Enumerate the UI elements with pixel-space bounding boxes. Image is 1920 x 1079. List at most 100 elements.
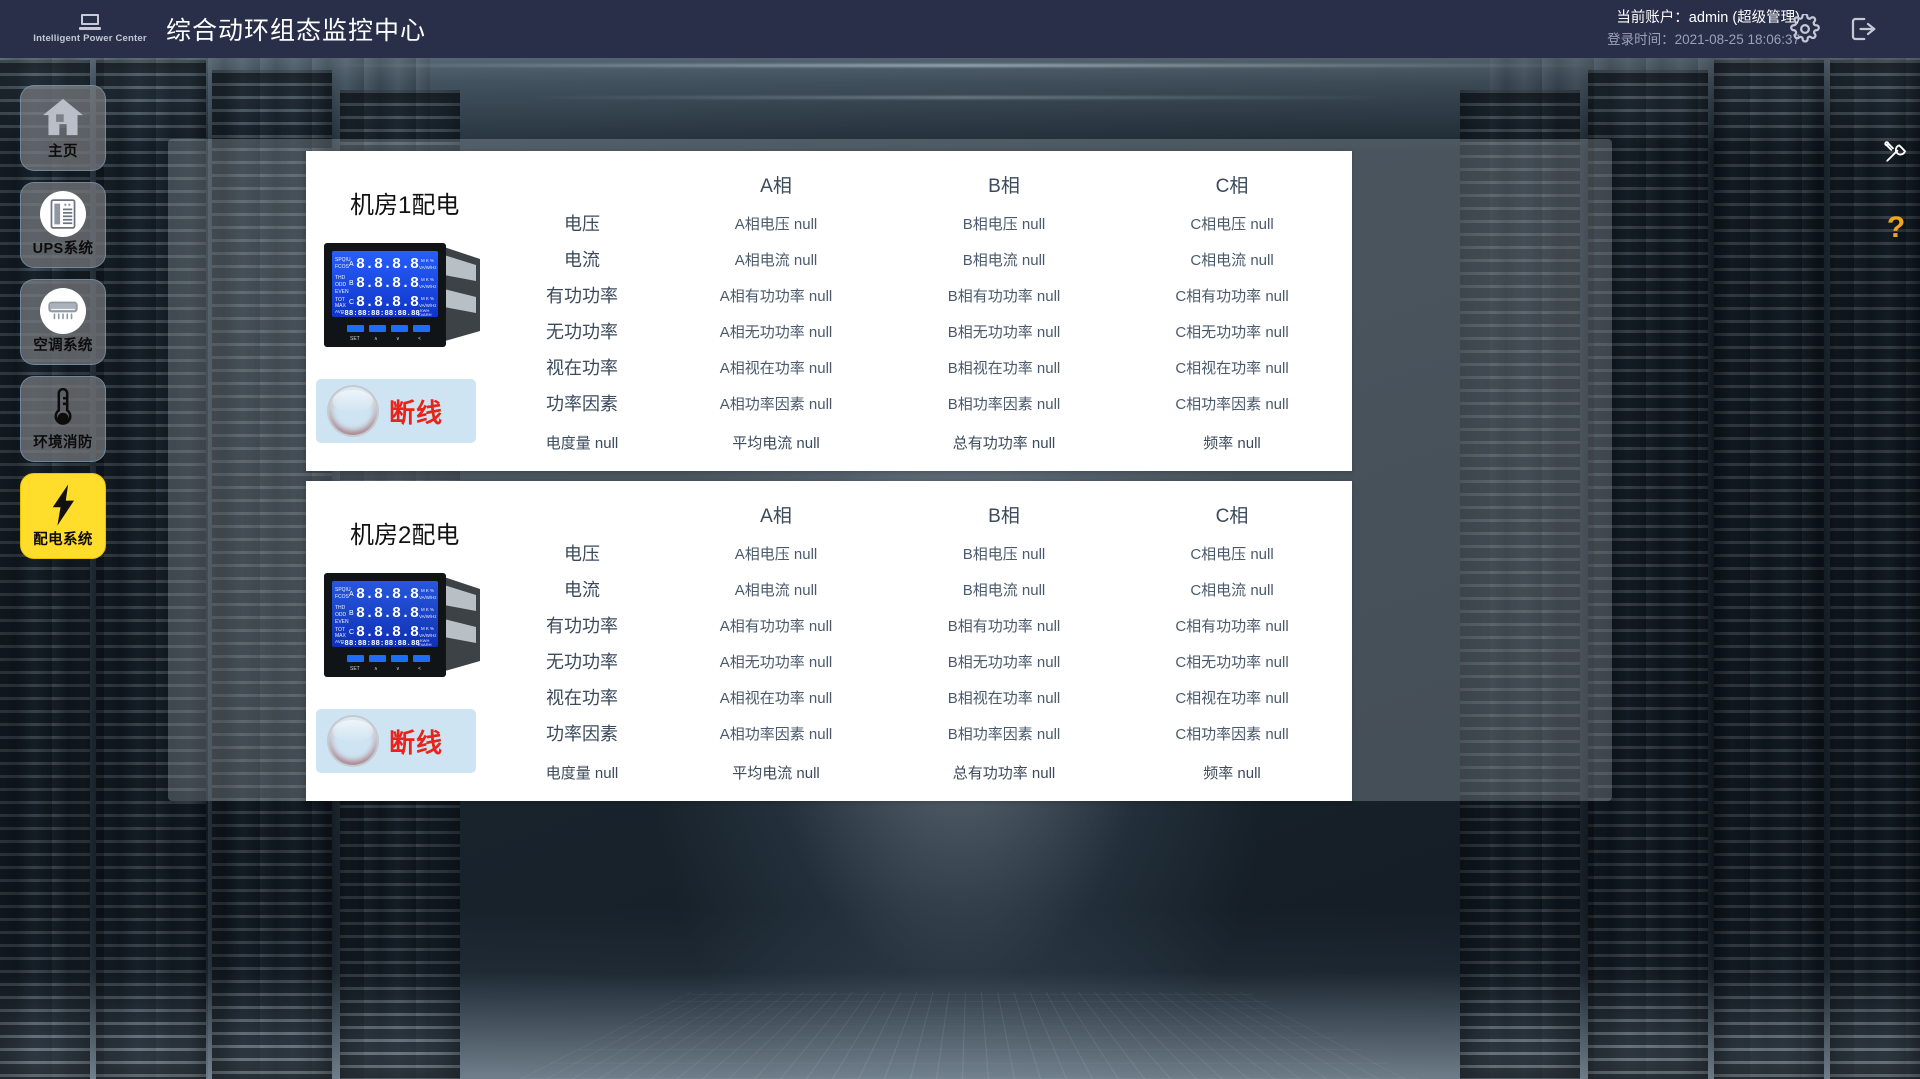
sidebar-item-label: UPS系统 (32, 241, 94, 257)
svg-text:<: < (418, 666, 421, 672)
row-label: 有功功率 (546, 616, 618, 636)
svg-text:SET: SET (350, 666, 360, 672)
svg-text:8.8.8.8: 8.8.8.8 (356, 256, 419, 273)
sidebar-item-power-distribution[interactable]: 配电系统 (20, 473, 106, 559)
column-header: B相 (988, 175, 1020, 197)
row-label: 视在功率 (546, 688, 618, 708)
table-row: 功率因素 A相功率因素 null B相功率因素 null C相功率因素 null (502, 715, 1346, 751)
table-cell: A相功率因素 null (719, 395, 833, 413)
tools-icon[interactable] (1882, 138, 1910, 171)
table-cell: A相电压 null (734, 215, 818, 233)
svg-text:ODD: ODD (335, 282, 347, 288)
air-conditioner-icon (40, 288, 86, 334)
status-led-icon (329, 387, 377, 435)
svg-text:KWH: KWH (420, 308, 429, 313)
table-cell: C相无功功率 null (1175, 323, 1289, 341)
table-cell: B相无功功率 null (947, 323, 1061, 341)
table-cell: A相有功功率 null (719, 617, 833, 635)
server-rack (1460, 90, 1580, 1079)
svg-text:VA/W/Hz: VA/W/Hz (419, 633, 436, 638)
column-header: A相 (760, 175, 792, 197)
column-header: B相 (988, 505, 1020, 527)
server-rack (1714, 60, 1824, 1079)
lightning-bolt-icon (46, 483, 80, 527)
row-label: 视在功率 (546, 358, 618, 378)
summary-cell: 总有功功率 null (952, 434, 1056, 452)
sidebar-item-home[interactable]: 主页 (20, 85, 106, 171)
table-cell: B相电流 null (962, 251, 1046, 269)
table-row: 电流 A相电流 null B相电流 null C相电流 null (502, 241, 1346, 277)
svg-text:∧: ∧ (374, 666, 378, 672)
table-cell: A相电流 null (734, 251, 818, 269)
svg-text:M K %: M K % (421, 296, 434, 301)
sidebar-item-environment-fire[interactable]: 环境消防 (20, 376, 106, 462)
table-cell: A相电压 null (734, 545, 818, 563)
svg-text:VA/W/Hz: VA/W/Hz (419, 265, 436, 270)
status-led-icon (329, 717, 377, 765)
table-cell: B相有功功率 null (947, 617, 1061, 635)
question-mark-icon[interactable]: ? (1886, 211, 1906, 244)
table-cell: C相电流 null (1190, 251, 1274, 269)
svg-text:VA/W/Hz: VA/W/Hz (419, 595, 436, 600)
monitor-icon (79, 14, 101, 30)
ceiling-light (520, 96, 1400, 99)
summary-row: 电度量 null 平均电流 null 总有功功率 null 频率 null (502, 421, 1346, 459)
svg-text:C: C (349, 299, 354, 306)
login-time-label: 登录时间：2021-08-25 18:06:37 (1607, 31, 1800, 47)
sidebar-item-label: 配电系统 (33, 532, 93, 548)
table-cell: B相功率因素 null (947, 725, 1061, 743)
svg-text:A: A (349, 261, 354, 268)
table-row: 电压 A相电压 null B相电压 null C相电压 null (502, 205, 1346, 241)
svg-text:MAX: MAX (335, 303, 347, 309)
svg-text:∨: ∨ (396, 666, 400, 672)
table-cell: C相视在功率 null (1175, 359, 1289, 377)
svg-text:EVEN: EVEN (335, 619, 349, 625)
power-meter-icon: SPQIU FCOS THD ODD EVEN TOT MAX AVG A B … (320, 237, 492, 353)
table-cell: C相视在功率 null (1175, 689, 1289, 707)
summary-cell: 频率 null (1203, 764, 1261, 782)
gear-icon[interactable] (1790, 14, 1820, 44)
thermometer-icon (48, 386, 78, 430)
svg-text:M K %: M K % (421, 588, 434, 593)
svg-text:SPQIU: SPQIU (335, 587, 351, 593)
svg-text:ODD: ODD (335, 612, 347, 618)
table-cell: A相电流 null (734, 581, 818, 599)
table-cell: C相电压 null (1190, 545, 1274, 563)
summary-cell: 频率 null (1203, 434, 1261, 452)
current-account-label: 当前账户：admin (超级管理) (1616, 10, 1800, 27)
svg-text:M K %: M K % (421, 258, 434, 263)
table-row: 功率因素 A相功率因素 null B相功率因素 null C相功率因素 null (502, 385, 1346, 421)
svg-text:AVG: AVG (335, 639, 345, 644)
logout-icon[interactable] (1848, 14, 1878, 44)
row-label: 有功功率 (546, 286, 618, 306)
table-row: 有功功率 A相有功功率 null B相有功功率 null C相有功功率 null (502, 607, 1346, 643)
content-stage: 机房1配电 SPQIU FC (168, 139, 1612, 801)
svg-text:AVG: AVG (335, 309, 345, 314)
svg-text:-88:88:88:88:88.88: -88:88:88:88:88.88 (340, 310, 420, 318)
status-badge: 断线 (316, 379, 476, 443)
svg-text:∧: ∧ (374, 336, 378, 342)
sidebar-item-label: 环境消防 (33, 435, 93, 451)
svg-text:VA/W/Hz: VA/W/Hz (419, 284, 436, 289)
app-header: Intelligent Power Center 综合动环组态监控中心 当前账户… (0, 0, 1920, 58)
svg-text:B: B (349, 280, 354, 287)
svg-text:8.8.8.8: 8.8.8.8 (356, 605, 419, 622)
row-label: 电流 (564, 580, 600, 600)
column-header: C相 (1215, 175, 1249, 197)
server-rack (1588, 70, 1708, 1079)
sidebar-item-air-conditioner[interactable]: 空调系统 (20, 279, 106, 365)
panel-title: 机房1配电 (350, 192, 460, 219)
table-row: 视在功率 A相视在功率 null B相视在功率 null C相视在功率 null (502, 349, 1346, 385)
status-label: 断线 (389, 397, 444, 428)
svg-text:THD: THD (335, 275, 346, 281)
sidebar-item-ups[interactable]: UPS系统 (20, 182, 106, 268)
row-label: 电压 (564, 214, 600, 234)
svg-text:TOT: TOT (335, 297, 345, 303)
table-cell: A相视在功率 null (719, 359, 833, 377)
table-row: 无功功率 A相无功功率 null B相无功功率 null C相无功功率 null (502, 643, 1346, 679)
svg-text:8.8.8.8: 8.8.8.8 (356, 624, 419, 641)
svg-text:SPQIU: SPQIU (335, 257, 351, 263)
svg-text:M K %: M K % (421, 277, 434, 282)
sidebar-item-label: 空调系统 (33, 338, 93, 354)
svg-text:8.8.8.8: 8.8.8.8 (356, 275, 419, 292)
